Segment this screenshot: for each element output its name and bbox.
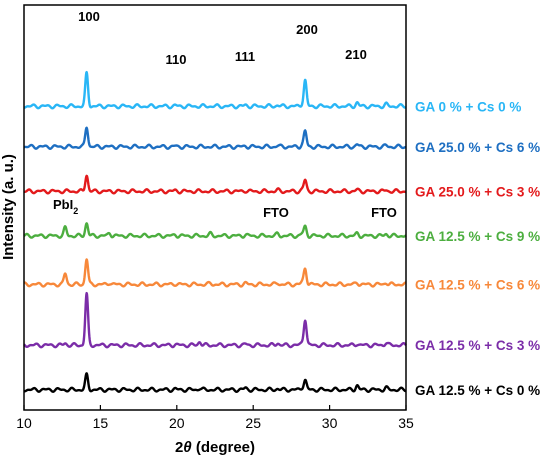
series-line — [23, 258, 407, 288]
series-label: GA 25.0 % + Cs 6 % — [415, 140, 540, 155]
x-axis-title-prefix: 2 — [175, 439, 183, 456]
series-layer — [23, 70, 407, 393]
x-tick-label: 35 — [398, 415, 414, 431]
annotation-fto-left: FTO — [263, 205, 289, 220]
series-line — [23, 70, 407, 110]
annotation-peak-100: 100 — [78, 9, 100, 24]
series-line — [23, 174, 407, 195]
x-tick-label: 25 — [245, 415, 261, 431]
series-line — [23, 222, 407, 240]
annotation-peak-210: 210 — [345, 47, 367, 62]
series-labels: GA 0 % + Cs 0 % GA 25.0 % + Cs 6 % GA 25.0… — [415, 99, 540, 398]
x-tick-label: 20 — [169, 415, 185, 431]
annotation-peak-110: 110 — [166, 52, 187, 67]
x-tick-label: 15 — [93, 415, 109, 431]
series-line — [23, 372, 407, 393]
series-label: GA 12.5 % + Cs 3 % — [415, 338, 540, 353]
series-label: GA 12.5 % + Cs 0 % — [415, 383, 540, 398]
series-label: GA 12.5 % + Cs 6 % — [415, 277, 540, 292]
x-tick-label: 30 — [322, 415, 338, 431]
x-axis-title: 2θ (degree) — [175, 439, 255, 456]
series-label: GA 25.0 % + Cs 3 % — [415, 184, 540, 199]
y-axis-title: Intensity (a. u.) — [0, 154, 17, 260]
x-axis-title-suffix: (degree) — [192, 439, 255, 456]
plot-frame — [23, 4, 407, 411]
series-line — [23, 291, 407, 349]
x-axis-title-theta: θ — [183, 439, 192, 456]
annotation-peak-111: 111 — [235, 49, 255, 64]
annotation-fto-right: FTO — [371, 205, 397, 220]
series-label: GA 0 % + Cs 0 % — [415, 99, 521, 114]
annotation-pbi2-sub: 2 — [73, 206, 78, 216]
series-line — [23, 126, 407, 150]
annotation-pbi2: PbI2 — [53, 197, 78, 216]
x-axis-ticks: 10 15 20 25 30 35 — [16, 405, 414, 431]
annotation-pbi2-main: PbI — [53, 197, 73, 212]
x-tick-label: 10 — [16, 415, 32, 431]
annotation-peak-200: 200 — [296, 22, 318, 37]
series-label: GA 12.5 % + Cs 9 % — [415, 229, 540, 244]
